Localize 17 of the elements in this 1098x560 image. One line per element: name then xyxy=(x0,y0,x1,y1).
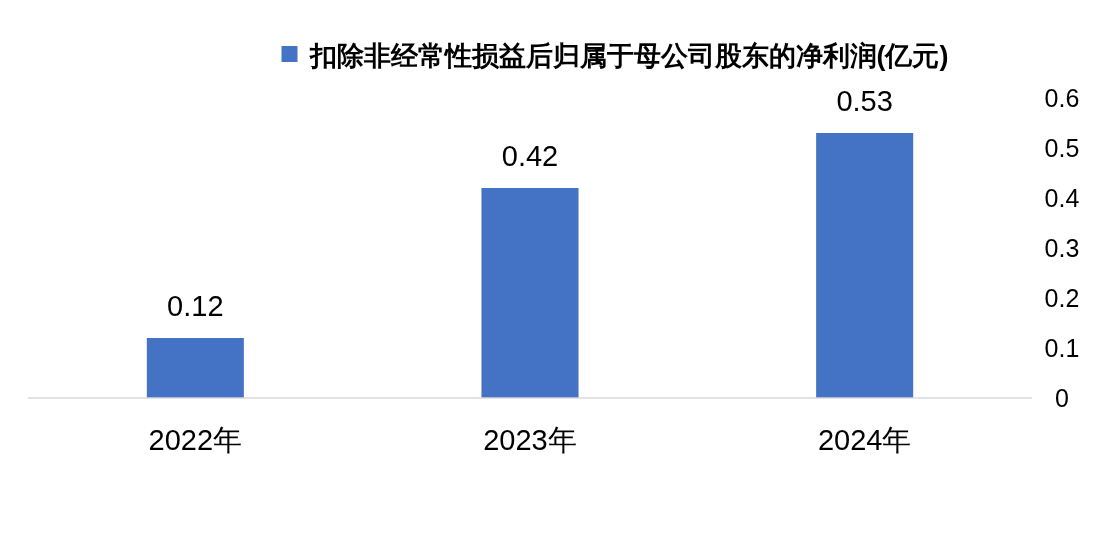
y-tick-label: 0.4 xyxy=(1044,184,1080,212)
x-tick-label: 2023年 xyxy=(483,424,577,456)
y-tick-label: 0.6 xyxy=(1044,84,1080,112)
data-label: 0.53 xyxy=(836,85,893,117)
x-tick-label: 2024年 xyxy=(817,424,912,456)
y-tick-label: 0.5 xyxy=(1044,134,1080,162)
x-tick-label: 2022年 xyxy=(148,424,243,456)
bar xyxy=(816,133,914,398)
bar xyxy=(146,338,244,398)
data-label: 0.42 xyxy=(501,140,559,172)
y-tick-label: 0.1 xyxy=(1044,334,1080,362)
y-tick-label: 0.2 xyxy=(1044,284,1080,312)
y-tick-label: 0.3 xyxy=(1044,234,1080,262)
y-tick-label: 0 xyxy=(1055,384,1069,412)
bar xyxy=(481,188,579,398)
legend-label: 扣除非经常性损益后归属于母公司股东的净利润(亿元) xyxy=(308,41,949,71)
data-label: 0.12 xyxy=(167,290,224,322)
